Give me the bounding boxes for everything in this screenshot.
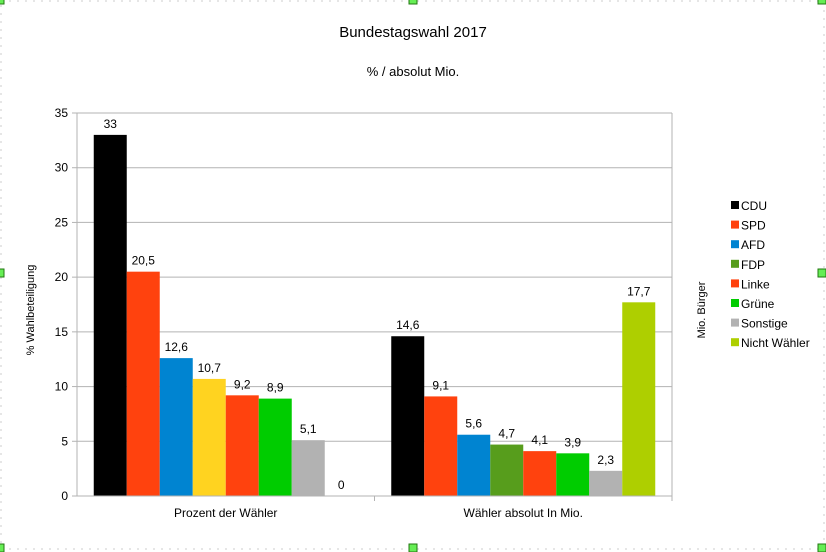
data-label: 33 [104,117,118,131]
resize-handle[interactable] [408,543,418,552]
legend-label: Nicht Wähler [741,336,810,350]
data-label: 9,1 [432,378,449,392]
legend-swatch [731,259,739,268]
bar-spd [126,271,160,496]
data-label: 9,2 [234,377,251,391]
y-axis-label: % Wahlbeteiligung [25,265,37,356]
legend-swatch [731,240,739,249]
data-label: 0 [338,478,345,492]
resize-handle[interactable] [408,0,418,5]
legend-label: CDU [741,199,767,213]
resize-handle[interactable] [0,0,5,5]
legend-label: Grüne [741,297,775,311]
resize-handle[interactable] [0,543,5,552]
y-tick-label: 20 [55,270,69,284]
legend-label: SPD [741,219,766,233]
bar-grüne [258,398,292,496]
resize-handle[interactable] [817,268,826,278]
legend-swatch [731,338,739,347]
legend-swatch [731,299,739,307]
legend-label: Linke [741,277,770,291]
y-tick-label: 35 [55,106,69,120]
data-label: 10,7 [198,361,222,375]
bar-afd [159,358,193,496]
bar-cdu [391,336,425,496]
resize-handle[interactable] [817,543,826,552]
bar-fdp [490,444,524,496]
legend: CDU SPD AFD FDP Linke Grüne Sonstige Nicht Wähl… [731,199,810,350]
bar-fdp [192,378,226,496]
chart-title: Bundestagswahl 2017 [339,24,487,41]
data-label: 3,9 [564,435,581,449]
bar-nicht-wähler [622,302,656,496]
legend-swatch [731,279,739,288]
x-tick-label: Prozent der Wähler [174,506,277,520]
x-tick-label: Wähler absolut In Mio. [464,506,583,520]
bar-linke [523,451,557,496]
bar-grüne [556,453,590,496]
axes: 0 5 10 15 20 25 30 35 Prozent der Wähler Wähler a… [55,106,673,520]
legend-swatch [731,201,739,209]
resize-handle[interactable] [817,0,826,5]
legend-label: AFD [741,238,765,252]
bar-sonstige [291,440,325,496]
bars: 33 20,5 12,6 10,7 9,2 8,9 5,1 0 14,6 9,1 5,6 4,7 4,1… [93,117,656,496]
y2-axis-label: Mio. Bürger [696,281,708,338]
data-label: 20,5 [132,254,156,268]
resize-handle[interactable] [0,268,5,278]
bar-linke [225,395,259,496]
data-label: 4,7 [498,427,515,441]
y-tick-label: 10 [55,380,69,394]
bar-cdu [93,134,127,496]
y-tick-label: 15 [55,325,69,339]
y-tick-label: 5 [61,434,68,448]
bar-spd [424,396,458,496]
bar-afd [457,434,491,496]
legend-swatch [731,220,739,229]
data-label: 4,1 [531,433,548,447]
data-label: 17,7 [627,284,651,298]
data-label: 14,6 [396,318,420,332]
gridlines [77,112,673,496]
legend-label: FDP [741,258,765,272]
data-label: 5,1 [300,422,317,436]
data-label: 12,6 [165,340,189,354]
legend-swatch [731,318,739,327]
y-tick-label: 30 [55,161,69,175]
data-label: 5,6 [465,417,482,431]
y-tick-label: 0 [61,489,68,503]
legend-label: Sonstige [741,317,788,331]
bar-sonstige [589,470,623,496]
chart-subtitle: % / absolut Mio. [367,64,460,79]
data-label: 2,3 [597,453,614,467]
data-label: 8,9 [267,381,284,395]
y-tick-label: 25 [55,215,69,229]
